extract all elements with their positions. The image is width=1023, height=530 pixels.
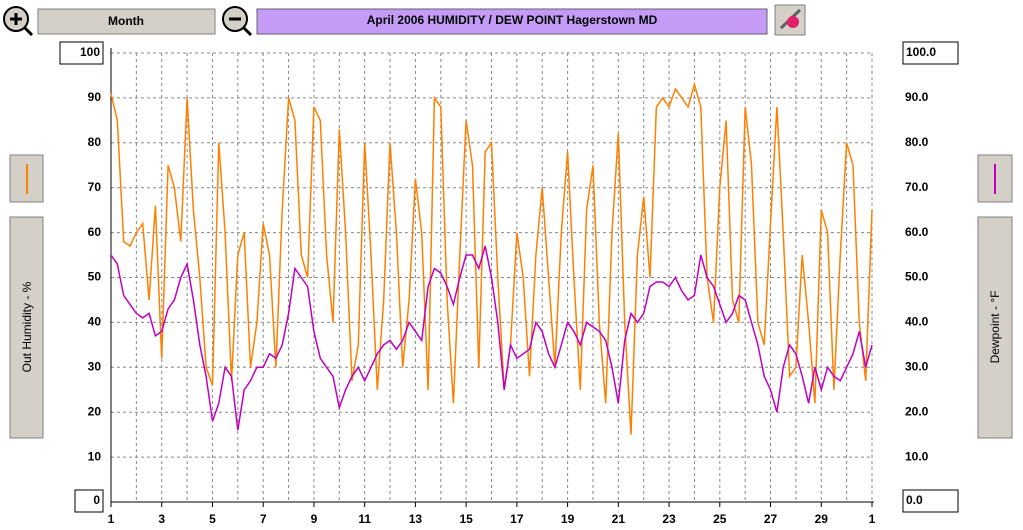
y-tick-label: 90 bbox=[88, 90, 102, 104]
x-tick-label: 19 bbox=[561, 512, 575, 526]
y-tick-label: 30 bbox=[88, 359, 102, 373]
y2-tick-label: 80.0 bbox=[905, 135, 929, 149]
x-tick-label: 29 bbox=[815, 512, 829, 526]
y2-end-box bbox=[902, 41, 959, 65]
y2-tick-label: 30.0 bbox=[905, 359, 929, 373]
title-box bbox=[256, 8, 768, 35]
y2-end-box bbox=[902, 489, 959, 513]
y2-tick-label: 40.0 bbox=[905, 315, 929, 329]
x-tick-label: 7 bbox=[260, 512, 267, 526]
y2-tick-label: 60.0 bbox=[905, 225, 929, 239]
y-tick-label: 80 bbox=[88, 135, 102, 149]
y-tick-label: 60 bbox=[88, 225, 102, 239]
x-tick-label: 3 bbox=[158, 512, 165, 526]
x-tick-label: 11 bbox=[358, 512, 371, 526]
period-button[interactable] bbox=[37, 8, 216, 35]
x-tick-label: 1 bbox=[108, 512, 115, 526]
x-tick-label: 17 bbox=[510, 512, 524, 526]
y2-axis-label: Dewpoint - °F bbox=[988, 291, 1002, 364]
x-tick-label: 15 bbox=[459, 512, 473, 526]
y2-tick-label: 100.0 bbox=[906, 45, 936, 59]
y-axis-label: Out Humidity - % bbox=[20, 281, 34, 372]
series-line bbox=[110, 81, 873, 435]
chart-title: April 2006 HUMIDITY / DEW POINT Hagersto… bbox=[367, 13, 658, 27]
y-end-box bbox=[59, 41, 104, 65]
y-axis-button[interactable] bbox=[9, 216, 44, 439]
y-tick-label: 20 bbox=[88, 404, 102, 418]
x-tick-label: 23 bbox=[662, 512, 676, 526]
y2-tick-label: 0.0 bbox=[906, 493, 923, 507]
zoom-out-button[interactable] bbox=[222, 6, 253, 37]
y2-tick-label: 50.0 bbox=[905, 270, 929, 284]
y2-tick-label: 70.0 bbox=[905, 180, 929, 194]
y-tick-label: 70 bbox=[88, 180, 102, 194]
x-tick-label: 27 bbox=[764, 512, 778, 526]
y2-tick-label: 90.0 bbox=[905, 90, 929, 104]
x-tick-label: 13 bbox=[409, 512, 423, 526]
y-tick-label: 10 bbox=[88, 449, 102, 463]
x-tick-label: 5 bbox=[209, 512, 216, 526]
y2-tick-label: 20.0 bbox=[905, 404, 929, 418]
x-tick-label: 21 bbox=[612, 512, 626, 526]
y-tick-label: 50 bbox=[88, 270, 102, 284]
y-tick-label: 0 bbox=[93, 493, 100, 507]
y2-tick-label: 10.0 bbox=[905, 449, 929, 463]
y-tick-label: 40 bbox=[88, 315, 102, 329]
y-end-box bbox=[74, 489, 104, 513]
period-button-label: Month bbox=[108, 14, 144, 28]
series-line bbox=[110, 245, 873, 431]
y-tick-label: 100 bbox=[80, 45, 100, 59]
x-tick-label: 25 bbox=[713, 512, 727, 526]
y2-axis-button[interactable] bbox=[977, 216, 1013, 439]
zoom-in-button[interactable] bbox=[3, 6, 34, 37]
settings-button[interactable] bbox=[774, 4, 806, 36]
x-tick-label: 9 bbox=[311, 512, 318, 526]
x-tick-label: 1 bbox=[869, 512, 876, 526]
